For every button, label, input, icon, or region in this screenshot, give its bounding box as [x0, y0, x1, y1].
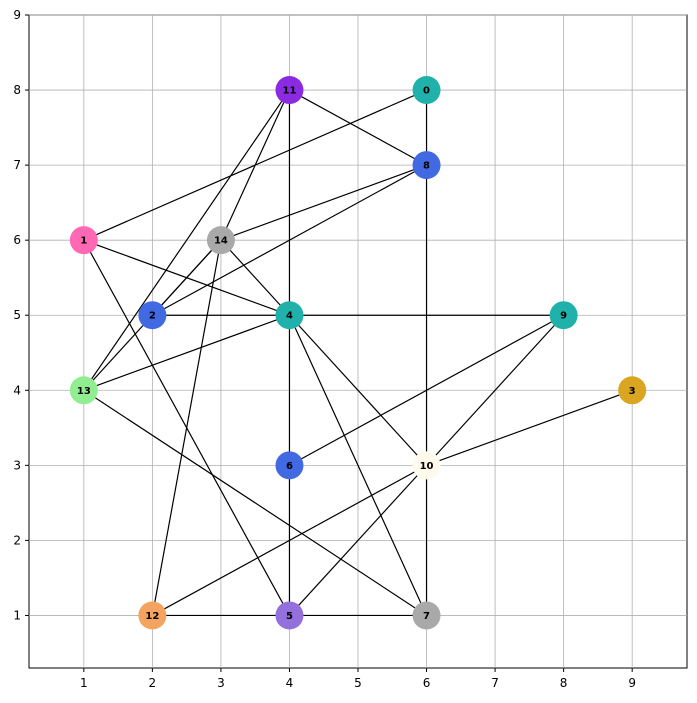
node-circle — [69, 226, 98, 255]
edge-11-14 — [220, 89, 291, 241]
node-5: 5 — [275, 601, 304, 630]
node-circle — [412, 451, 441, 480]
y-axis-ticks: 1 2 3 4 5 6 7 8 9 — [13, 8, 29, 622]
node-label: 6 — [286, 461, 293, 472]
node-circle — [138, 301, 167, 330]
edge-10-12 — [152, 464, 427, 616]
x-tick-label: 7 — [491, 676, 499, 690]
edge-4-10 — [289, 314, 427, 466]
y-tick-label: 8 — [13, 83, 21, 97]
node-label: 2 — [149, 311, 156, 322]
x-tick-label: 2 — [149, 676, 157, 690]
edge-4-7 — [288, 314, 428, 616]
node-circle — [412, 601, 441, 630]
y-tick-label: 4 — [13, 383, 21, 397]
node-8: 8 — [412, 151, 441, 180]
node-3: 3 — [618, 376, 647, 405]
node-9: 9 — [549, 301, 578, 330]
x-tick-label: 8 — [560, 676, 568, 690]
node-13: 13 — [69, 376, 98, 405]
edge-9-6 — [289, 314, 564, 466]
node-circle — [275, 301, 304, 330]
edge-13-7 — [83, 389, 427, 616]
node-circle — [206, 226, 235, 255]
node-label: 1 — [80, 236, 87, 247]
node-circle — [618, 376, 647, 405]
edge-11-8 — [289, 89, 427, 166]
edge-3-10 — [426, 389, 633, 466]
edge-4-13 — [83, 314, 290, 391]
node-4: 4 — [275, 301, 304, 330]
x-tick-label: 9 — [628, 676, 636, 690]
node-circle — [412, 76, 441, 105]
edge-14-12 — [151, 240, 222, 616]
node-circle — [275, 451, 304, 480]
node-11: 11 — [275, 76, 304, 105]
y-tick-label: 1 — [13, 608, 21, 622]
x-tick-label: 4 — [286, 676, 294, 690]
node-circle — [275, 76, 304, 105]
edge-8-2 — [152, 164, 427, 316]
node-label: 14 — [214, 236, 228, 247]
y-tick-label: 2 — [13, 533, 21, 547]
node-label: 5 — [286, 611, 293, 622]
node-12: 12 — [138, 601, 167, 630]
edge-9-10 — [426, 314, 565, 466]
edge-11-13 — [83, 89, 290, 391]
y-tick-label: 5 — [13, 308, 21, 322]
node-label: 10 — [420, 461, 434, 472]
node-0: 0 — [412, 76, 441, 105]
node-label: 12 — [145, 611, 159, 622]
x-tick-label: 3 — [217, 676, 225, 690]
node-label: 13 — [77, 386, 91, 397]
node-14: 14 — [206, 226, 235, 255]
node-1: 1 — [69, 226, 98, 255]
y-tick-label: 9 — [13, 8, 21, 22]
node-circle — [69, 376, 98, 405]
edge-14-4 — [220, 239, 290, 316]
node-7: 7 — [412, 601, 441, 630]
node-label: 0 — [423, 86, 430, 97]
edge-8-14 — [220, 164, 427, 241]
node-label: 9 — [560, 311, 567, 322]
node-circle — [138, 601, 167, 630]
node-label: 4 — [286, 311, 293, 322]
node-label: 3 — [629, 386, 636, 397]
node-circle — [549, 301, 578, 330]
node-label: 11 — [282, 86, 296, 97]
node-circle — [412, 151, 441, 180]
x-tick-label: 1 — [80, 676, 88, 690]
node-10: 10 — [412, 451, 441, 480]
edges — [83, 89, 633, 617]
x-axis-ticks: 1 2 3 4 5 6 7 8 9 — [80, 668, 636, 690]
node-2: 2 — [138, 301, 167, 330]
node-label: 8 — [423, 161, 430, 172]
y-tick-label: 6 — [13, 233, 21, 247]
y-tick-label: 3 — [13, 458, 21, 472]
node-circle — [275, 601, 304, 630]
node-6: 6 — [275, 451, 304, 480]
x-tick-label: 5 — [354, 676, 362, 690]
node-label: 7 — [423, 611, 430, 622]
edge-10-5 — [289, 464, 427, 616]
y-tick-label: 7 — [13, 158, 21, 172]
x-tick-label: 6 — [423, 676, 431, 690]
